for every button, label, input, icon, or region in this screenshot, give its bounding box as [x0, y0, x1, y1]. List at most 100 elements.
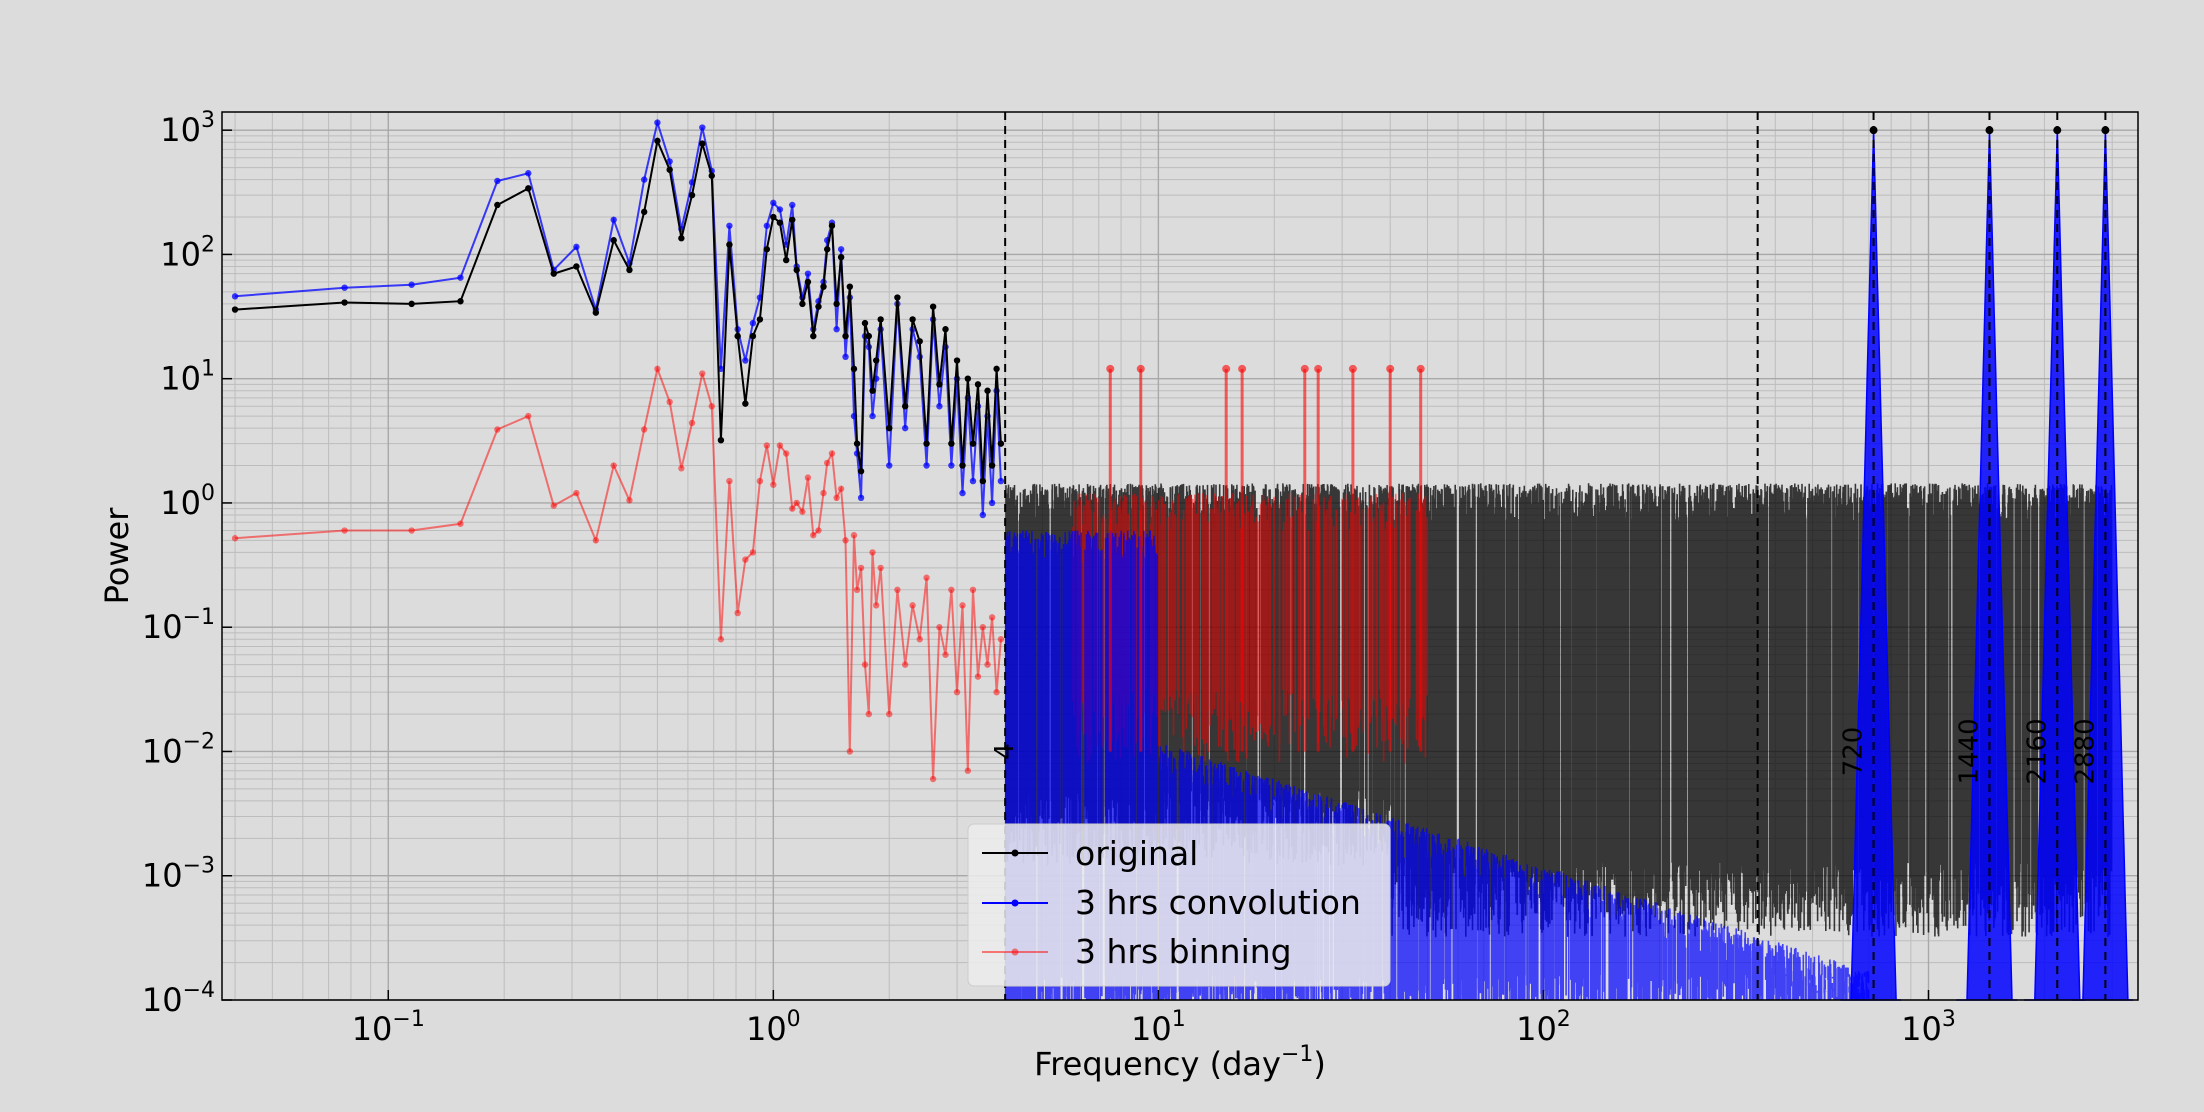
legend-item-original: original — [982, 834, 1198, 873]
series-point — [857, 468, 865, 475]
y-tick-label: 10−1 — [142, 605, 215, 646]
series-point — [341, 299, 348, 306]
binning-peak-top — [1238, 364, 1247, 373]
series-point — [865, 710, 873, 718]
series-point — [763, 246, 771, 253]
legend-item-binning: 3 hrs binning — [982, 932, 1292, 971]
series-point — [873, 602, 880, 609]
legend-item-convolution: 3 hrs convolution — [982, 883, 1361, 922]
series-point — [894, 586, 901, 594]
series-point — [770, 199, 777, 207]
series-point — [699, 124, 706, 131]
series-point — [804, 474, 812, 481]
binning-peak-top — [1416, 364, 1425, 373]
series-point — [869, 412, 876, 420]
series-point — [408, 281, 415, 288]
series-point — [726, 222, 733, 229]
series-point — [901, 424, 909, 432]
series-point — [799, 508, 806, 515]
series-point — [717, 636, 725, 643]
series-point — [916, 636, 923, 643]
series-point — [734, 609, 741, 617]
series-point — [842, 332, 849, 340]
series-point — [869, 387, 876, 394]
series-point — [964, 767, 972, 774]
series-point — [964, 375, 972, 382]
series-point — [408, 527, 415, 534]
series-point — [573, 243, 580, 251]
series-point — [923, 574, 930, 581]
series-point — [997, 477, 1005, 485]
series-point — [842, 353, 849, 361]
binning-peak-top — [1106, 364, 1115, 373]
binning-peak-top — [1300, 364, 1309, 373]
series-point — [654, 137, 661, 145]
series-point — [793, 499, 800, 507]
series-point — [901, 661, 909, 668]
legend-label-binning: 3 hrs binning — [1075, 932, 1292, 971]
series-point — [726, 477, 733, 485]
binning-peak — [1386, 364, 1395, 752]
binning-peak — [1222, 364, 1231, 752]
series-point — [782, 450, 790, 457]
series-point — [717, 436, 725, 444]
series-point — [763, 222, 771, 229]
series-point — [776, 219, 784, 226]
plot-frame — [221, 111, 2139, 1001]
series-point — [654, 365, 661, 373]
series-point — [610, 462, 617, 469]
legend-box — [967, 823, 1391, 987]
series-point — [810, 332, 817, 340]
series-point — [231, 306, 239, 313]
series-point — [942, 651, 949, 658]
legend: original 3 hrs convolution 3 hrs binning — [967, 823, 1391, 987]
binning-peak — [1238, 364, 1247, 752]
series-point — [948, 586, 955, 594]
series-point — [979, 511, 987, 519]
series-point — [865, 332, 873, 340]
binning-peak-top — [1348, 364, 1357, 373]
series-point — [857, 564, 865, 572]
series-point — [953, 357, 961, 364]
series-point — [770, 481, 777, 488]
series-point — [823, 246, 831, 253]
series-point — [804, 270, 812, 277]
series-point — [861, 319, 869, 327]
series-point — [550, 502, 557, 509]
series-point — [525, 170, 532, 177]
y-tick-label: 102 — [160, 232, 215, 273]
series-point — [909, 602, 916, 609]
legend-marker-binning — [1011, 948, 1019, 956]
series-point — [948, 462, 955, 469]
y-tick-label: 103 — [160, 108, 215, 149]
series-point — [708, 403, 715, 410]
series-point — [969, 586, 977, 594]
series-point — [929, 303, 937, 310]
series-point — [231, 293, 239, 300]
series-point — [592, 537, 600, 544]
series-point — [923, 462, 930, 469]
series-point — [592, 309, 600, 316]
series-point — [789, 201, 796, 209]
series-point — [820, 283, 827, 290]
y-tick-label: 10−3 — [142, 854, 215, 895]
series-point — [610, 237, 617, 244]
annotation-label: 720 — [1839, 727, 1869, 777]
series-point — [979, 624, 987, 631]
series-point — [850, 532, 858, 539]
series-point — [936, 624, 943, 631]
series-point — [749, 332, 757, 340]
series-point — [756, 316, 764, 323]
series-point — [494, 177, 501, 185]
series-point — [699, 140, 706, 147]
series-point — [666, 158, 673, 165]
series-point — [979, 477, 987, 485]
series-point — [984, 387, 991, 394]
x-tick-label: 101 — [1131, 1007, 1186, 1048]
series-point — [923, 440, 930, 447]
series-point — [842, 537, 849, 544]
series-point — [815, 303, 822, 310]
x-tick-label: 100 — [746, 1007, 801, 1048]
series-point — [804, 278, 812, 286]
